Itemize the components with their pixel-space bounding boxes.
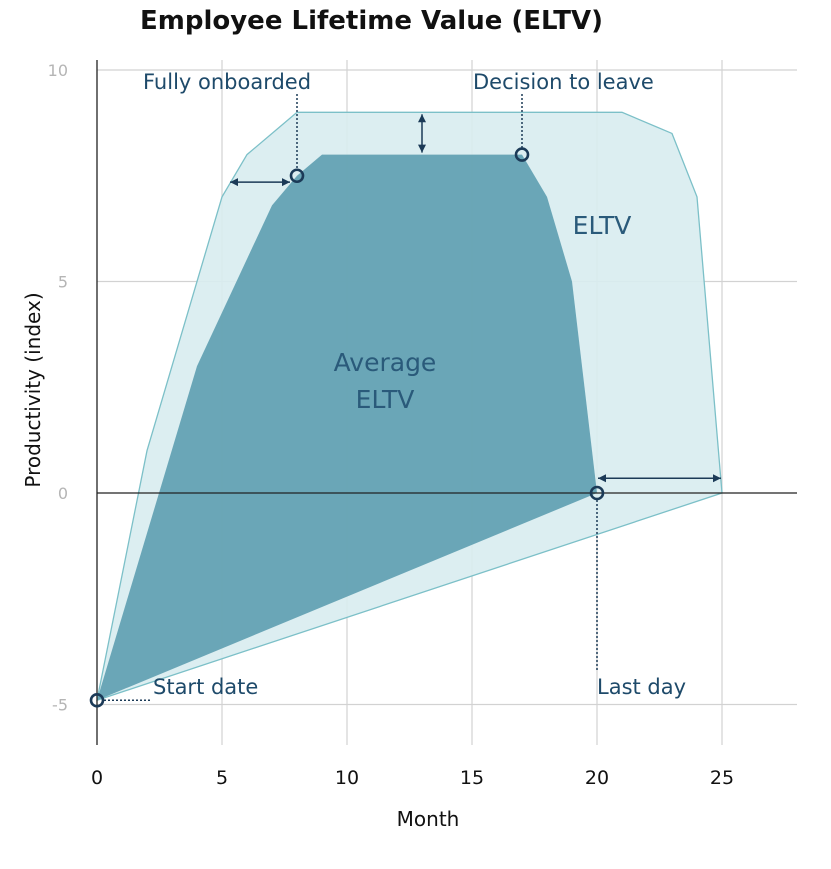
- onboarding-gap-arrow-head-start: [230, 178, 238, 187]
- tenure-gap-arrow-head-end: [713, 474, 721, 483]
- marker-start-date: [89, 692, 105, 708]
- tick-layer: -5 0 5 10 0 5 10 15 20 25: [48, 61, 734, 789]
- productivity-gap-arrow-head-end: [418, 144, 426, 153]
- annotation-fully-onboarded: Fully onboarded: [143, 70, 311, 94]
- axis-layer: [96, 60, 797, 745]
- x-tick-label-0: 0: [91, 767, 103, 789]
- average-eltv-label-line2: ELTV: [356, 385, 415, 414]
- marker-last-day: [589, 485, 605, 501]
- productivity-gap-arrow-head-start: [418, 114, 426, 123]
- tenure-gap-arrow: [598, 474, 721, 483]
- x-tick-label-5: 5: [216, 767, 228, 789]
- average-eltv-label-line1: Average: [334, 348, 437, 377]
- x-tick-label-10: 10: [335, 767, 359, 789]
- annotation-start-date: Start date: [153, 675, 258, 699]
- onboarding-gap-arrow: [230, 178, 290, 187]
- x-tick-label-25: 25: [710, 767, 734, 789]
- y-axis-label: Productivity (index): [21, 292, 45, 487]
- annotation-last-day: Last day: [597, 675, 686, 699]
- eltv-area-label: ELTV: [573, 211, 632, 240]
- annotation-decision-to-leave: Decision to leave: [473, 70, 654, 94]
- y-tick-label--5: -5: [52, 696, 68, 715]
- onboarding-gap-arrow-head-end: [282, 178, 290, 187]
- y-tick-label-10: 10: [48, 61, 68, 80]
- productivity-gap-arrow: [418, 114, 426, 153]
- annotation-layer: [89, 94, 721, 708]
- tenure-gap-arrow-head-start: [598, 474, 606, 483]
- marker-decision-to-leave: [514, 147, 530, 162]
- x-tick-label-15: 15: [460, 767, 484, 789]
- y-tick-label-5: 5: [58, 273, 68, 292]
- x-tick-label-20: 20: [585, 767, 609, 789]
- y-tick-label-0: 0: [58, 484, 68, 503]
- chart-title: Employee Lifetime Value (ELTV): [140, 6, 604, 36]
- area-layer: [96, 111, 723, 702]
- average-eltv-area: [97, 154, 597, 701]
- marker-fully-onboarded: [289, 168, 305, 184]
- x-axis-label: Month: [397, 807, 460, 831]
